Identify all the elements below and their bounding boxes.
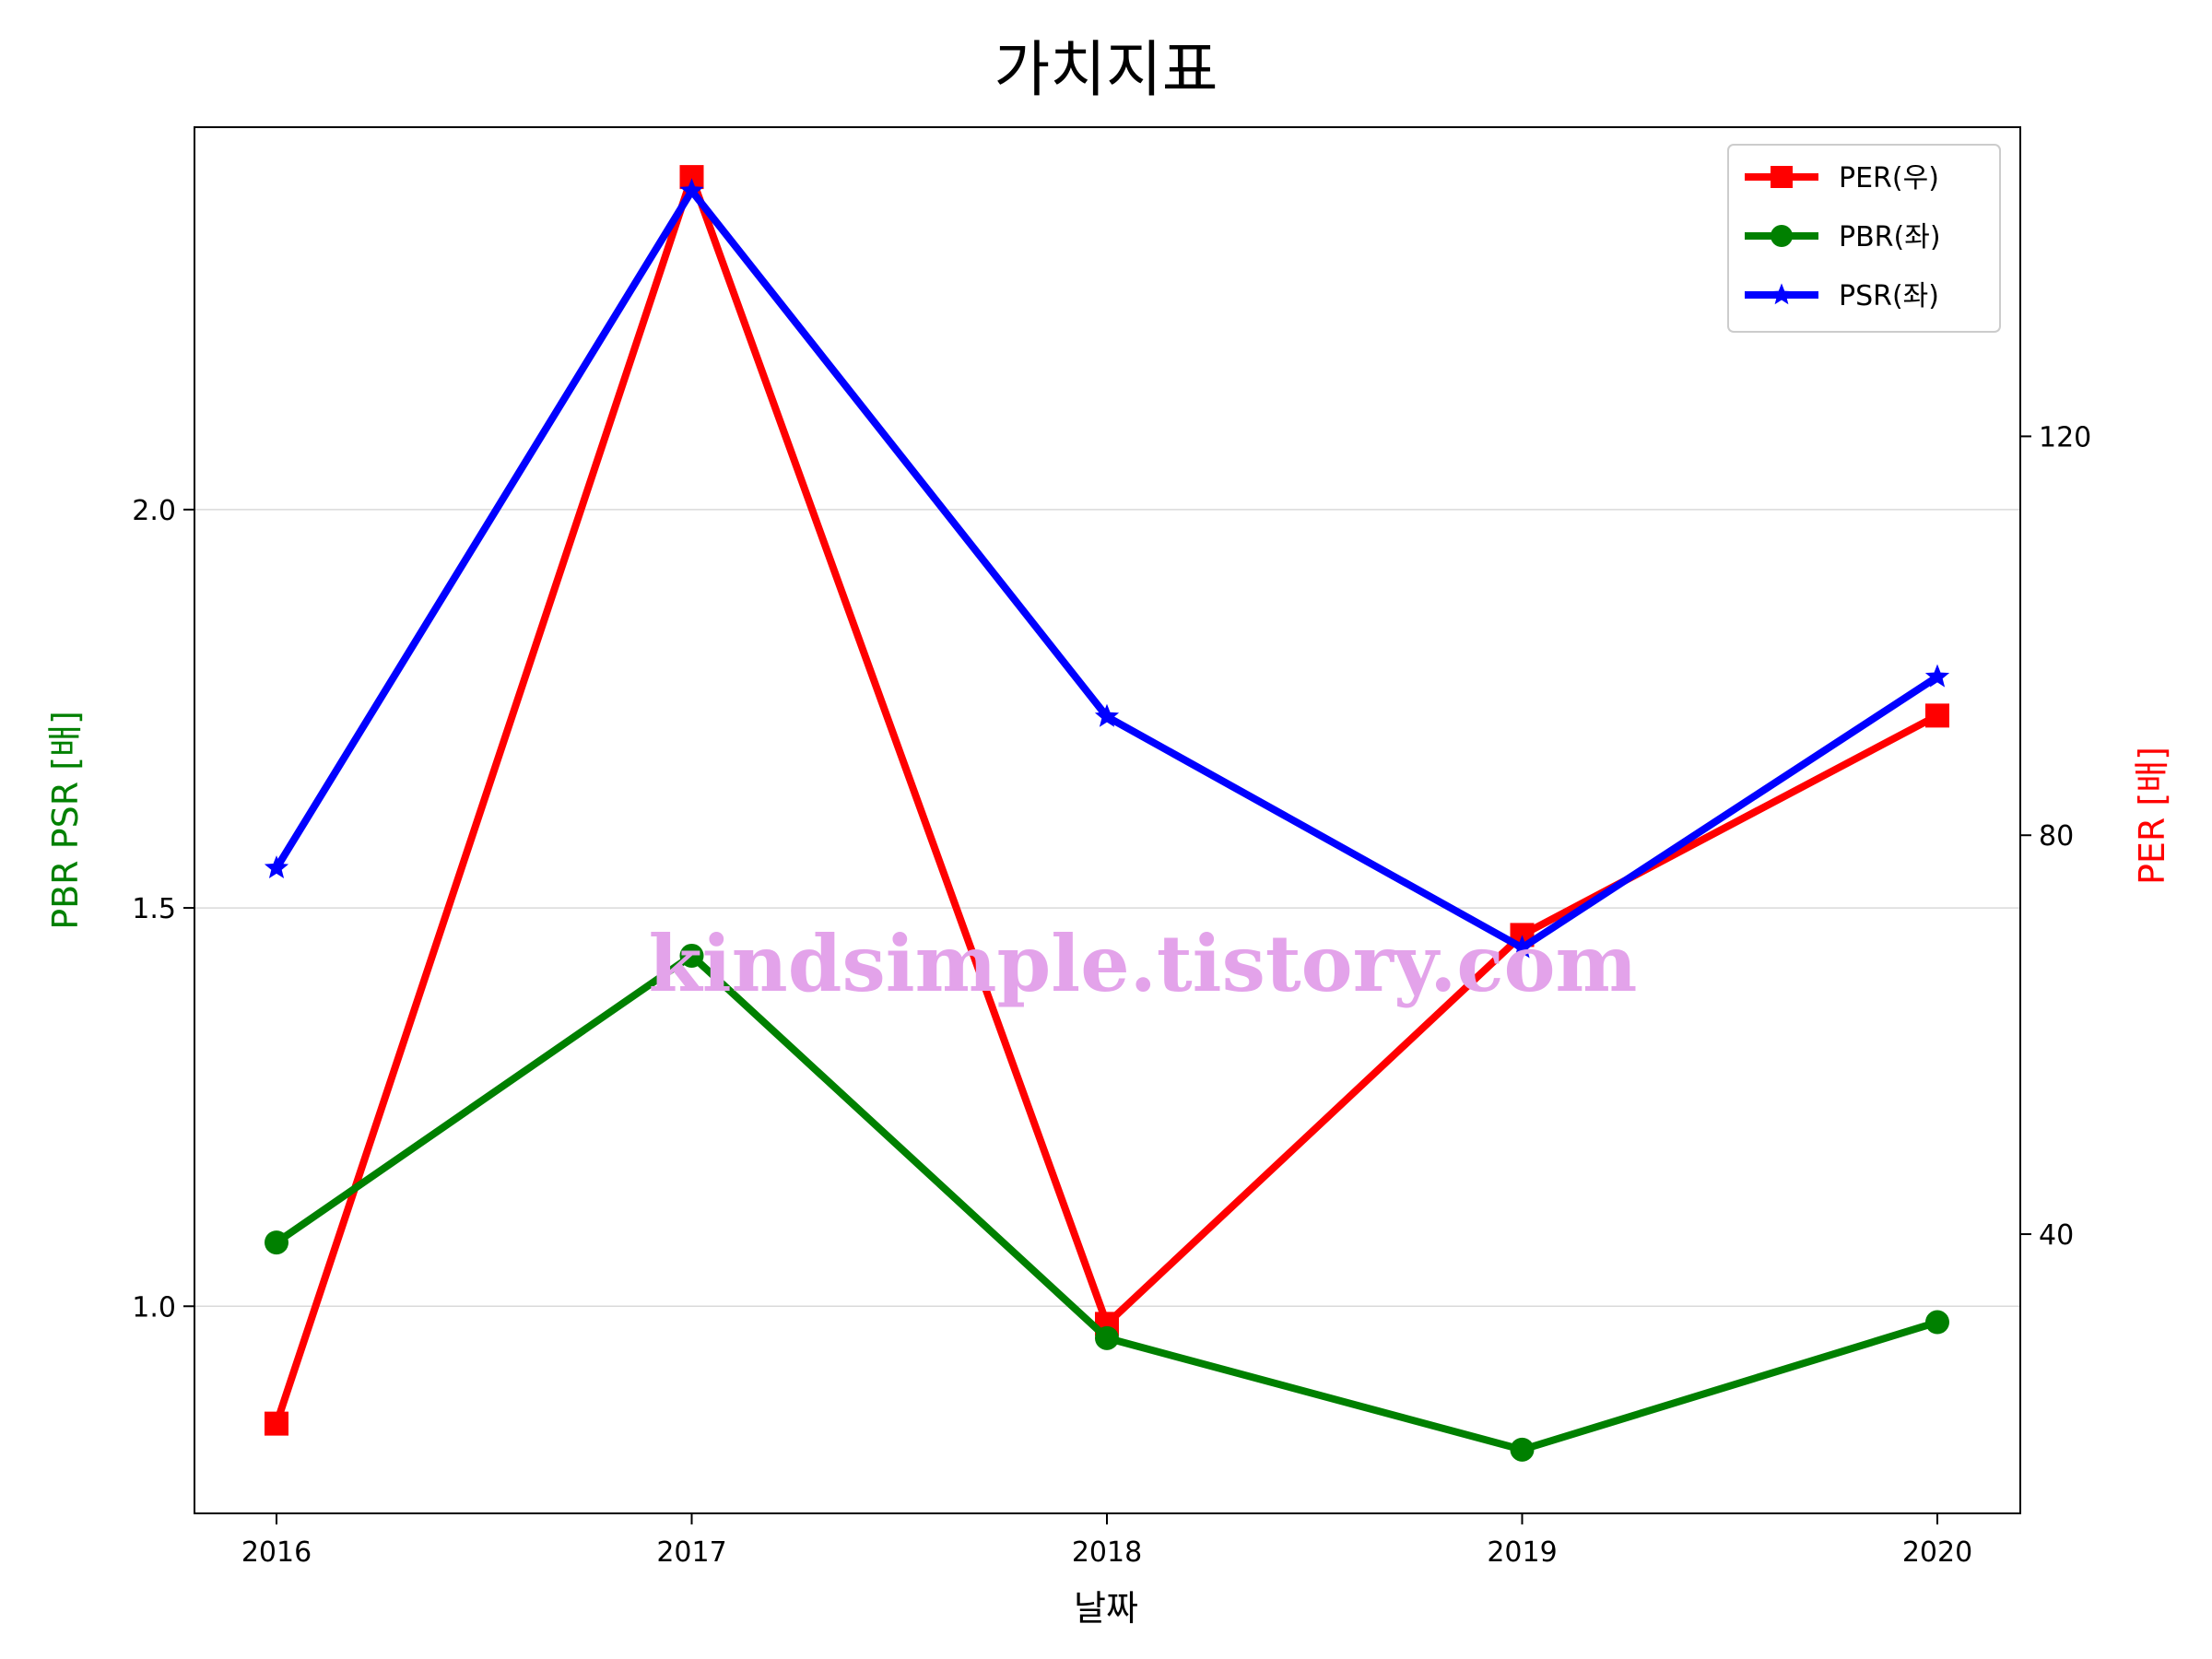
left-tick-label: 2.0 — [132, 495, 176, 527]
data-point — [1510, 935, 1535, 959]
left-tick-label: 1.0 — [132, 1291, 176, 1324]
data-point — [1925, 1310, 1949, 1335]
data-point — [1095, 1325, 1119, 1350]
x-tick-label: 2018 — [1072, 1536, 1142, 1569]
left-tick-label: 1.5 — [132, 893, 176, 925]
data-point — [1924, 664, 1950, 688]
x-tick-label: 2017 — [656, 1536, 726, 1569]
right-tick-label: 40 — [2039, 1219, 2074, 1252]
data-point — [265, 1230, 288, 1255]
x-tick-label: 2016 — [241, 1536, 312, 1569]
legend-marker — [1771, 283, 1793, 305]
watermark-text: kindsimple.tistory.com — [649, 918, 1638, 1009]
right-tick-label: 120 — [2039, 421, 2091, 453]
plot-frame — [194, 126, 2021, 1514]
axis-ticks: 1.0 1.5 2.0 40 80 120 2016 2017 2018 2019 2020 — [132, 421, 2091, 1569]
data-point — [679, 178, 704, 202]
data-point — [265, 1411, 288, 1436]
right-tick-label: 80 — [2039, 820, 2074, 853]
chart-title: 가치지표 — [994, 34, 1218, 105]
x-tick-label: 2019 — [1487, 1536, 1557, 1569]
legend-box — [1727, 144, 2001, 333]
data-point — [264, 855, 289, 878]
data-point — [1094, 703, 1120, 727]
legend-marker — [1771, 225, 1793, 247]
legend-label: PSR(좌) — [1839, 280, 1939, 312]
legend-marker — [1771, 166, 1793, 188]
legend: PER(우) PBR(좌) PSR(좌) — [1727, 144, 2001, 333]
data-point — [679, 943, 704, 968]
series-circle — [265, 943, 1949, 1462]
y-axis-label-right: PER [배] — [2132, 747, 2172, 885]
data-point — [1925, 703, 1949, 728]
x-axis-label: 날짜 — [1074, 1588, 1138, 1629]
series-layer — [264, 165, 1950, 1462]
legend-item: PBR(좌) — [1745, 221, 1941, 253]
y-axis-label-left: PBR PSR [배] — [45, 711, 86, 930]
x-tick-label: 2020 — [1902, 1536, 1972, 1569]
legend-item: PSR(좌) — [1745, 280, 1939, 312]
legend-label: PER(우) — [1839, 162, 1939, 194]
legend-label: PBR(좌) — [1839, 221, 1941, 253]
data-point — [1510, 1437, 1535, 1462]
legend-item: PER(우) — [1745, 162, 1939, 194]
series-star — [264, 178, 1950, 959]
